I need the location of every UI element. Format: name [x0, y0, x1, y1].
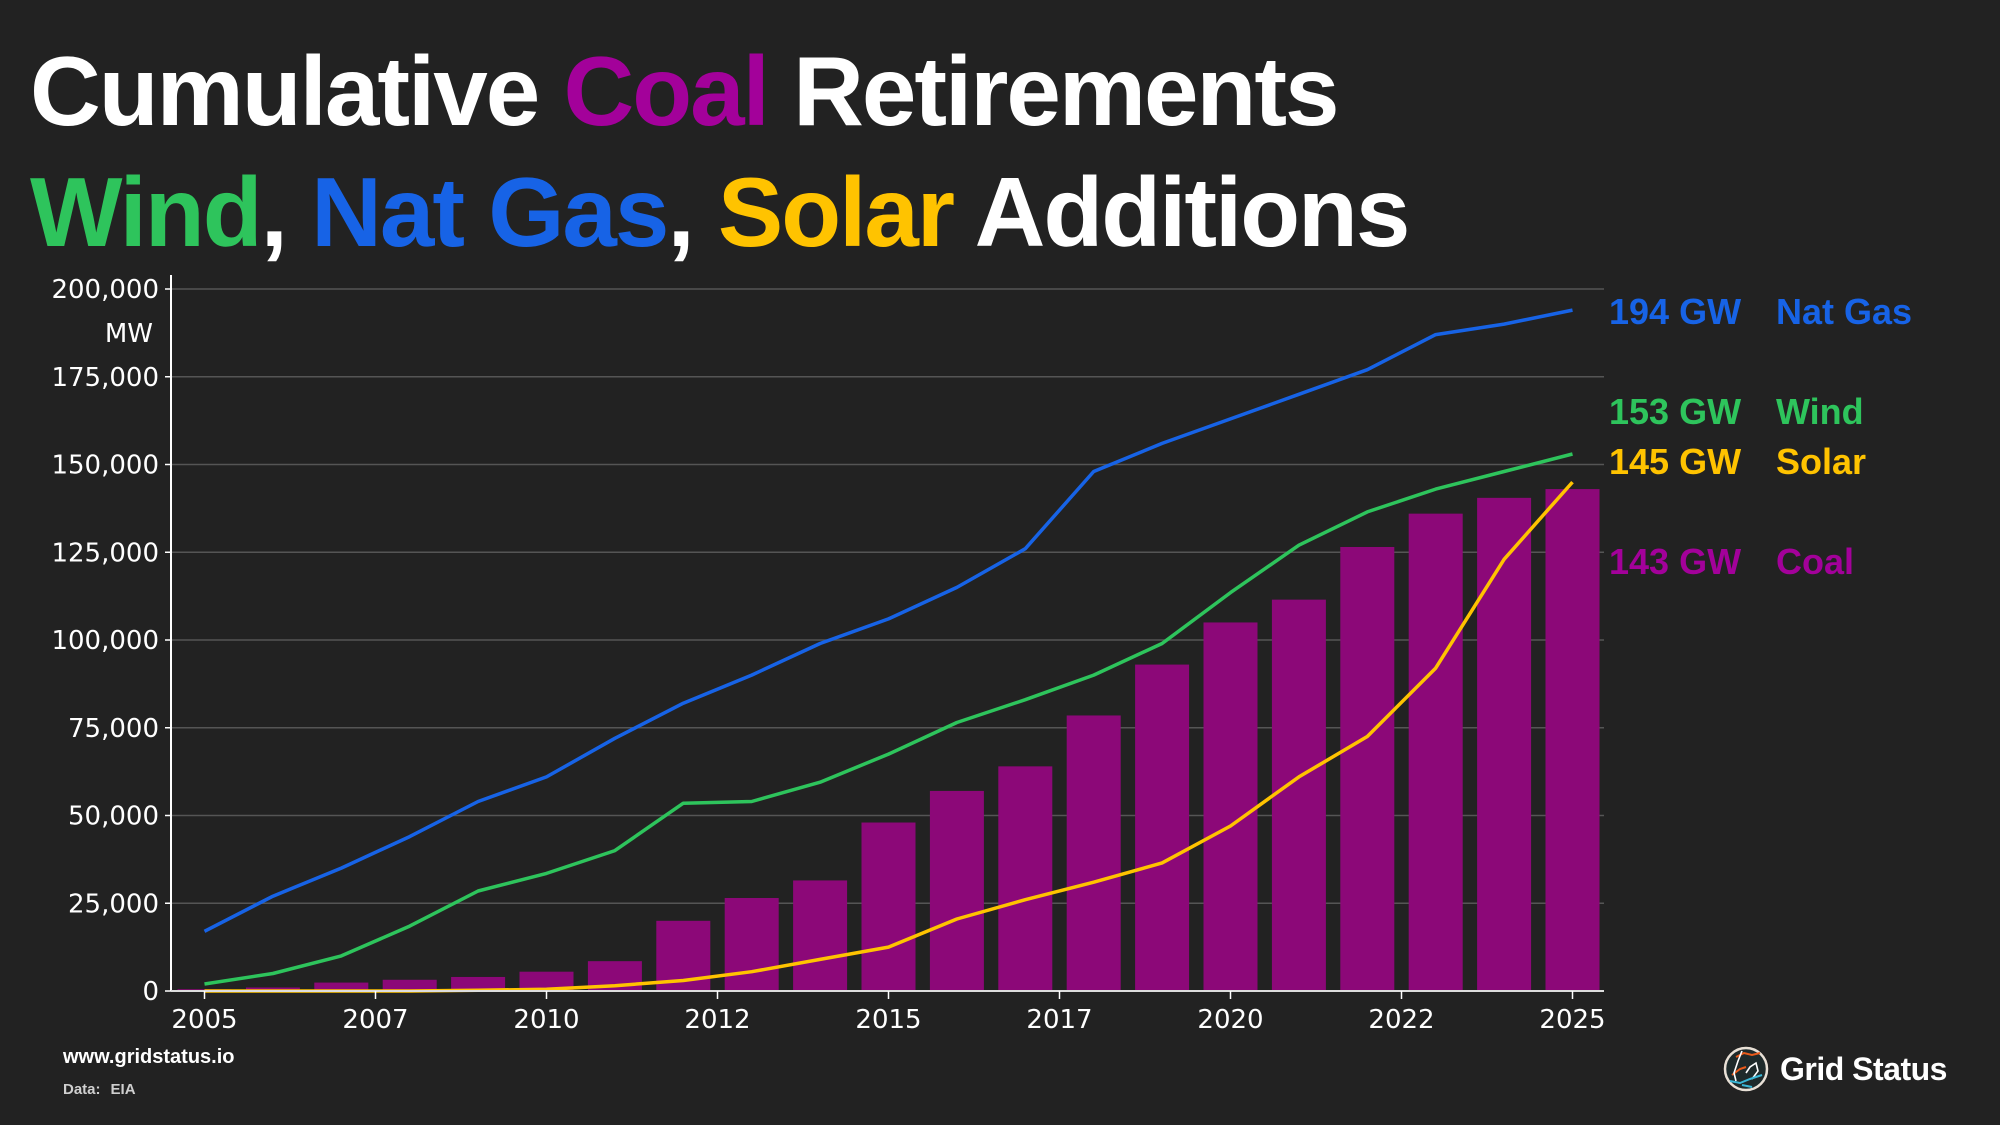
coal-bar — [1408, 513, 1463, 991]
coal-bar — [1203, 622, 1258, 991]
coal-bar — [1340, 546, 1395, 991]
end-label-value: 145 GW — [1609, 441, 1741, 482]
x-tick-label: 2007 — [342, 1005, 408, 1035]
coal-bar — [1066, 715, 1121, 991]
coal-bar — [724, 897, 779, 991]
coal-bar — [1477, 497, 1532, 991]
brand-name: Grid Status — [1780, 1050, 1947, 1087]
title-segment: , — [667, 157, 718, 267]
title-segment: Coal — [563, 36, 769, 146]
end-label-value: 153 GW — [1609, 391, 1741, 432]
x-tick-label: 2022 — [1368, 1005, 1434, 1035]
coal-bar — [1135, 664, 1190, 991]
end-labels: 194 GW Nat Gas 153 GW Wind 145 GW Solar 143 GW… — [1609, 291, 1912, 582]
series-line-wind — [204, 452, 1573, 986]
coal-bar — [929, 790, 984, 991]
x-tick-labels: 2005 2007 2010 2012 2015 2017 2020 2022 2025 — [171, 1005, 1605, 1035]
title-segment: , — [260, 157, 312, 267]
y-tick-label: 25,000 — [68, 889, 159, 919]
title-segment: Nat Gas — [311, 157, 669, 267]
y-tick-labels: 0 25,000 50,000 75,000 100,000 125,000 150,000… — [51, 275, 159, 1007]
title-segment: Additions — [953, 157, 1411, 267]
y-tick-label: 175,000 — [51, 363, 159, 393]
title-segment: Cumulative — [30, 36, 564, 146]
x-tick-label: 2010 — [513, 1005, 579, 1035]
coal-bar — [793, 880, 848, 991]
coal-bar — [245, 987, 300, 991]
title-segment: Solar — [717, 157, 955, 267]
y-tick-label: 0 — [142, 977, 159, 1007]
x-tick-label: 2017 — [1026, 1005, 1092, 1035]
coal-bar — [314, 982, 369, 991]
end-label-value: 143 GW — [1609, 541, 1741, 582]
y-tick-label: 200,000 — [51, 275, 159, 305]
x-tick-label: 2020 — [1197, 1005, 1263, 1035]
end-label-name: Nat Gas — [1776, 291, 1912, 332]
coal-bar — [451, 976, 506, 991]
axes — [170, 275, 1604, 999]
end-label-name: Coal — [1776, 541, 1854, 582]
coal-bar — [1271, 599, 1326, 991]
coal-bar — [1545, 489, 1600, 991]
title-segment: Retirements — [767, 36, 1339, 146]
coal-bars — [177, 489, 1600, 991]
footer-source: Data: EIA — [63, 1081, 146, 1098]
y-tick-label: 100,000 — [51, 626, 159, 656]
coal-bar — [998, 766, 1053, 991]
x-tick-label: 2015 — [855, 1005, 921, 1035]
title-line-1: Cumulative Coal Retirements — [30, 42, 1339, 140]
y-axis-unit-label: MW — [105, 319, 153, 349]
brand: Grid Status — [1722, 1045, 1947, 1093]
source-label: Data: — [63, 1081, 101, 1098]
x-tick-label: 2025 — [1539, 1005, 1605, 1035]
grid-status-logo-icon — [1723, 1046, 1769, 1092]
end-label-value: 194 GW — [1609, 291, 1741, 332]
source-value: EIA — [110, 1081, 136, 1098]
x-tick-label: 2005 — [171, 1005, 237, 1035]
footer-url[interactable]: www.gridstatus.io — [63, 1046, 235, 1068]
y-tick-label: 50,000 — [68, 802, 159, 832]
y-tick-label: 75,000 — [68, 714, 159, 744]
end-label-name: Wind — [1776, 391, 1864, 432]
x-tick-label: 2012 — [684, 1005, 750, 1035]
series-line-nat-gas — [203, 308, 1573, 933]
title-segment: Wind — [30, 157, 263, 267]
end-label-name: Solar — [1776, 441, 1866, 482]
coal-bar — [861, 822, 916, 991]
y-tick-label: 150,000 — [51, 451, 159, 481]
coal-bar — [519, 971, 574, 991]
y-tick-label: 125,000 — [51, 538, 159, 568]
coal-bar — [382, 979, 437, 991]
title-line-2: Wind, Nat Gas, Solar Additions — [30, 163, 1410, 261]
